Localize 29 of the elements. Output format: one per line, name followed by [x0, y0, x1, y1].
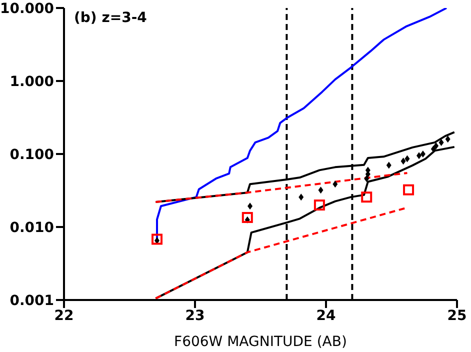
annotation: (b) z=3-4	[74, 10, 147, 26]
point	[386, 162, 392, 169]
point	[420, 150, 426, 158]
point	[152, 234, 163, 245]
x-tick-label: 23	[185, 308, 205, 324]
point	[361, 192, 372, 203]
point	[332, 180, 338, 188]
point	[248, 202, 253, 210]
y-tick-label: 0.010	[10, 220, 54, 236]
point	[298, 194, 304, 201]
point	[364, 175, 370, 182]
point	[242, 212, 253, 223]
x-axis-title: F606W MAGNITUDE (AB)	[174, 334, 347, 350]
point	[434, 142, 439, 150]
point	[416, 152, 422, 160]
y-tick-label: 0.100	[10, 146, 54, 163]
x-tick-label: 24	[316, 308, 336, 324]
point	[445, 136, 450, 143]
x-tick-label: 22	[54, 308, 74, 324]
y-tick-label: 10.000	[0, 0, 54, 17]
y-tick-label: 0.001	[10, 292, 54, 309]
point	[404, 155, 410, 162]
point	[314, 200, 325, 211]
y-tick-label: 1.000	[10, 74, 54, 90]
point	[438, 138, 444, 146]
point	[318, 186, 324, 194]
x-tick-label: 25	[447, 308, 467, 324]
point	[400, 158, 406, 165]
point	[403, 184, 414, 196]
